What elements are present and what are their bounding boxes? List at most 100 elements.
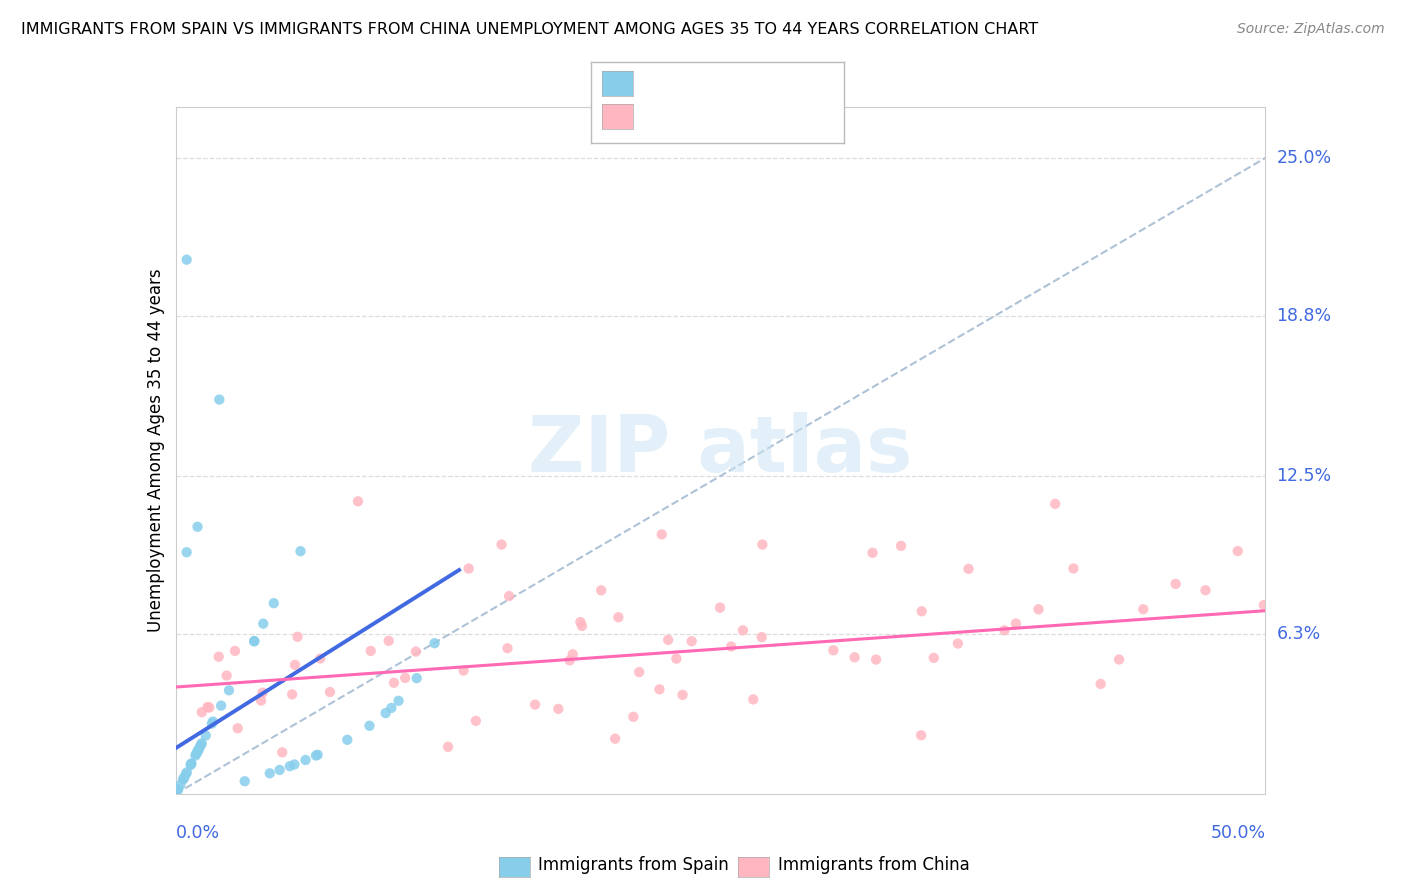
- Point: [1090, 677, 1112, 691]
- Point: [1164, 577, 1187, 591]
- Point: [957, 562, 980, 576]
- Point: [671, 688, 693, 702]
- Point: [394, 671, 416, 685]
- Point: [1253, 598, 1275, 612]
- Point: [184, 748, 207, 763]
- Point: [201, 714, 224, 729]
- Point: [191, 705, 214, 719]
- Point: [224, 644, 246, 658]
- Point: [377, 633, 399, 648]
- Point: [890, 539, 912, 553]
- Point: [591, 583, 613, 598]
- Point: [186, 746, 208, 760]
- Point: [209, 698, 232, 713]
- Point: [751, 630, 773, 644]
- Point: [305, 748, 328, 763]
- Point: [180, 758, 202, 772]
- Point: [187, 744, 209, 758]
- Point: [347, 494, 370, 508]
- Point: [173, 772, 195, 786]
- Point: [186, 520, 209, 534]
- Point: [243, 634, 266, 648]
- Text: IMMIGRANTS FROM SPAIN VS IMMIGRANTS FROM CHINA UNEMPLOYMENT AMONG AGES 35 TO 44 : IMMIGRANTS FROM SPAIN VS IMMIGRANTS FROM…: [21, 22, 1039, 37]
- Point: [387, 694, 409, 708]
- Point: [284, 657, 307, 672]
- Point: [823, 643, 845, 657]
- Point: [571, 619, 593, 633]
- Point: [243, 634, 266, 648]
- Point: [605, 731, 627, 746]
- Point: [360, 644, 382, 658]
- Point: [173, 770, 195, 784]
- Point: [910, 728, 932, 742]
- Point: [731, 624, 754, 638]
- Point: [453, 664, 475, 678]
- Point: [187, 743, 209, 757]
- Point: [215, 668, 238, 682]
- Point: [1043, 497, 1066, 511]
- Point: [1108, 652, 1130, 666]
- Point: [336, 732, 359, 747]
- Point: [269, 763, 291, 777]
- Text: 6.3%: 6.3%: [1277, 624, 1320, 642]
- Text: R = 0.167    N = 50: R = 0.167 N = 50: [640, 78, 815, 95]
- Point: [359, 719, 381, 733]
- Point: [405, 671, 427, 685]
- Point: [218, 683, 240, 698]
- Point: [176, 252, 198, 267]
- Point: [252, 616, 274, 631]
- Point: [628, 665, 651, 679]
- Point: [569, 615, 592, 629]
- Point: [201, 716, 224, 731]
- Point: [405, 644, 427, 658]
- Point: [186, 747, 208, 761]
- Point: [252, 686, 274, 700]
- Point: [169, 778, 191, 792]
- Point: [190, 738, 212, 752]
- Point: [176, 765, 198, 780]
- Point: [180, 757, 202, 772]
- Point: [166, 785, 188, 799]
- Point: [1226, 544, 1249, 558]
- Text: 12.5%: 12.5%: [1277, 467, 1331, 485]
- Point: [194, 729, 217, 743]
- Point: [167, 782, 190, 797]
- Point: [188, 739, 211, 754]
- Point: [172, 772, 194, 787]
- Text: Immigrants from China: Immigrants from China: [778, 856, 969, 874]
- Point: [681, 634, 703, 648]
- Point: [423, 636, 446, 650]
- Text: 50.0%: 50.0%: [1211, 824, 1265, 842]
- Point: [380, 701, 402, 715]
- Point: [307, 747, 329, 762]
- Point: [993, 624, 1015, 638]
- Point: [844, 650, 866, 665]
- Text: 25.0%: 25.0%: [1277, 149, 1331, 167]
- Point: [198, 700, 221, 714]
- Point: [607, 610, 630, 624]
- Point: [865, 652, 887, 666]
- Point: [648, 682, 671, 697]
- Point: [524, 698, 547, 712]
- Point: [1194, 583, 1216, 598]
- Y-axis label: Unemployment Among Ages 35 to 44 years: Unemployment Among Ages 35 to 44 years: [146, 268, 165, 632]
- Point: [922, 651, 945, 665]
- Text: R = 0.212    N = 73: R = 0.212 N = 73: [640, 111, 815, 128]
- Point: [382, 675, 405, 690]
- Point: [281, 687, 304, 701]
- Point: [290, 544, 312, 558]
- Point: [558, 653, 581, 667]
- Point: [208, 649, 231, 664]
- Point: [259, 766, 281, 780]
- Point: [283, 757, 305, 772]
- Point: [180, 756, 202, 771]
- Point: [491, 538, 513, 552]
- Point: [665, 651, 688, 665]
- Point: [1028, 602, 1050, 616]
- Point: [720, 640, 742, 654]
- Point: [911, 604, 934, 618]
- Point: [263, 596, 285, 610]
- Point: [862, 546, 884, 560]
- Point: [751, 538, 773, 552]
- Point: [651, 527, 673, 541]
